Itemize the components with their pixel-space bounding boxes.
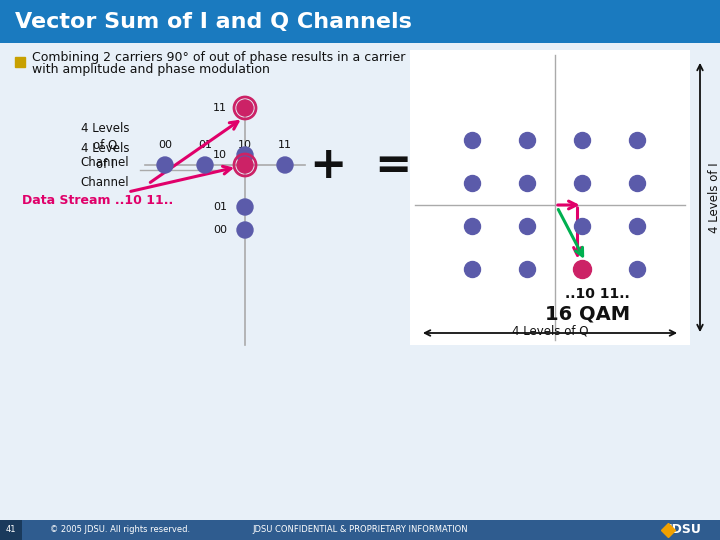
Text: 4 Levels of Q: 4 Levels of Q [512, 325, 588, 338]
Text: 00: 00 [158, 140, 172, 150]
Text: JDSU: JDSU [668, 523, 702, 537]
Circle shape [629, 261, 646, 278]
Circle shape [575, 176, 590, 192]
Text: © 2005 JDSU. All rights reserved.: © 2005 JDSU. All rights reserved. [50, 525, 190, 535]
Circle shape [157, 157, 173, 173]
Circle shape [277, 157, 293, 173]
Circle shape [464, 219, 480, 234]
FancyBboxPatch shape [0, 520, 720, 540]
Text: 00: 00 [213, 225, 227, 235]
Text: +: + [310, 144, 347, 186]
Circle shape [237, 222, 253, 238]
Text: =: = [374, 144, 412, 186]
Circle shape [575, 132, 590, 149]
Text: 01: 01 [198, 140, 212, 150]
Circle shape [237, 199, 253, 215]
Text: Data Stream ..10 11..: Data Stream ..10 11.. [22, 193, 174, 206]
Text: 41: 41 [6, 525, 17, 535]
Circle shape [464, 261, 480, 278]
FancyBboxPatch shape [410, 50, 690, 345]
Circle shape [520, 261, 536, 278]
Text: 11: 11 [213, 103, 227, 113]
Circle shape [464, 176, 480, 192]
Circle shape [629, 219, 646, 234]
FancyBboxPatch shape [0, 0, 720, 43]
Circle shape [629, 176, 646, 192]
Circle shape [574, 260, 592, 279]
FancyBboxPatch shape [0, 520, 22, 540]
Text: with amplitude and phase modulation: with amplitude and phase modulation [32, 64, 270, 77]
Circle shape [520, 132, 536, 149]
Text: ..10 11..: ..10 11.. [565, 287, 630, 301]
Circle shape [197, 157, 213, 173]
Circle shape [237, 100, 253, 116]
Circle shape [629, 132, 646, 149]
Text: 4 Levels
of Q
Channel: 4 Levels of Q Channel [81, 122, 130, 168]
Text: 01: 01 [213, 202, 227, 212]
Circle shape [575, 219, 590, 234]
Circle shape [520, 176, 536, 192]
Circle shape [237, 147, 253, 163]
Text: 4 Levels of I: 4 Levels of I [708, 162, 720, 233]
Text: 16 QAM: 16 QAM [545, 305, 630, 323]
Circle shape [464, 132, 480, 149]
Circle shape [237, 157, 253, 173]
Text: 10: 10 [238, 140, 252, 150]
Text: 11: 11 [278, 140, 292, 150]
Text: Combining 2 carriers 90° of out of phase results in a carrier: Combining 2 carriers 90° of out of phase… [32, 51, 405, 64]
Text: 10: 10 [213, 150, 227, 160]
Text: Vector Sum of I and Q Channels: Vector Sum of I and Q Channels [15, 12, 412, 32]
Circle shape [520, 219, 536, 234]
Text: 4 Levels
of I
Channel: 4 Levels of I Channel [81, 141, 130, 188]
Text: JDSU CONFIDENTIAL & PROPRIETARY INFORMATION: JDSU CONFIDENTIAL & PROPRIETARY INFORMAT… [252, 525, 468, 535]
